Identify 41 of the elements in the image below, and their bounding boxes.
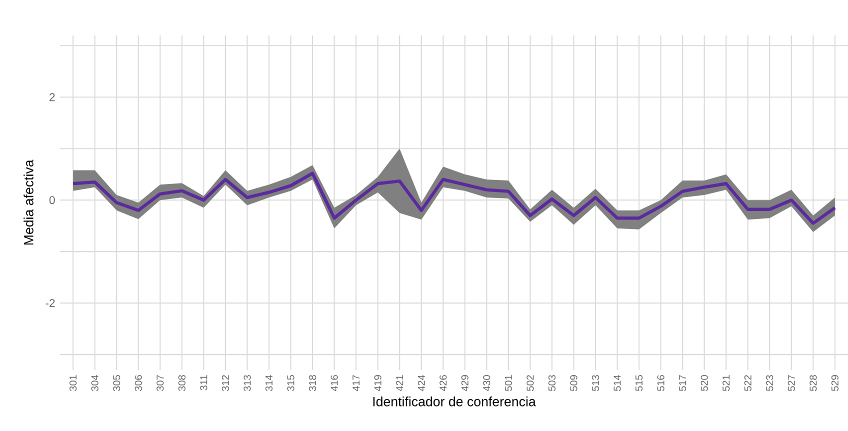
x-tick-label: 416 <box>330 375 338 392</box>
x-tick-label: 430 <box>483 375 490 392</box>
x-tick-label: 312 <box>222 375 229 392</box>
x-tick-label: 521 <box>722 375 730 391</box>
x-tick-label: 424 <box>418 374 425 392</box>
y-tick-label: 2 <box>50 93 55 102</box>
y-tick-label: -2 <box>46 299 55 308</box>
x-tick-label: 523 <box>766 375 774 391</box>
x-tick-label: 305 <box>113 375 120 392</box>
x-tick-label: 516 <box>657 375 664 391</box>
x-tick-label: 419 <box>374 375 382 392</box>
x-tick-label: 307 <box>156 375 164 392</box>
y-tick-label: 0 <box>49 196 55 204</box>
x-tick-label: 528 <box>810 375 817 391</box>
x-tick-label: 318 <box>308 375 316 392</box>
x-tick-label: 503 <box>548 375 556 391</box>
x-tick-label: 304 <box>91 374 98 392</box>
x-tick-label: 429 <box>461 375 468 392</box>
x-tick-label: 306 <box>134 375 142 392</box>
x-tick-label: 517 <box>679 375 686 391</box>
x-tick-label: 314 <box>265 374 273 392</box>
y-axis-title: Media afectiva <box>24 160 34 245</box>
x-tick-label: 421 <box>396 375 404 392</box>
x-tick-label: 529 <box>831 375 838 391</box>
x-tick-label: 426 <box>440 375 447 392</box>
x-tick-label: 513 <box>592 375 600 391</box>
x-tick-label: 509 <box>570 375 578 391</box>
x-tick-label: 527 <box>788 375 795 391</box>
x-axis-title: Identificador de conferencia <box>373 396 536 406</box>
x-tick-label: 501 <box>504 375 512 391</box>
x-tick-label: 514 <box>614 374 621 391</box>
x-tick-label: 417 <box>352 375 360 392</box>
x-tick-label: 515 <box>636 375 643 391</box>
x-tick-label: 308 <box>178 375 186 392</box>
x-tick-label: 520 <box>700 375 708 391</box>
x-tick-label: 313 <box>244 375 251 392</box>
x-tick-label: 522 <box>744 375 752 391</box>
x-tick-label: 502 <box>526 375 534 391</box>
x-tick-label: 315 <box>287 375 294 392</box>
x-tick-label: 311 <box>200 375 208 390</box>
x-tick-label: 301 <box>70 375 77 392</box>
